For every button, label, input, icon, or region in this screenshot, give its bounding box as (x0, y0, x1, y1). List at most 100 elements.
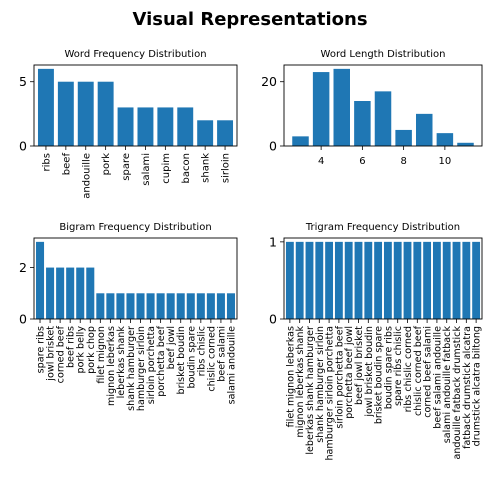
x-tick-label: beef jowl (166, 326, 177, 369)
bar-spare (117, 107, 134, 146)
x-tick-label: jowl brisket boudin (364, 326, 375, 418)
bar-corned-beef (56, 267, 65, 319)
word-frequency-title: Word Frequency Distribution (64, 49, 206, 60)
x-tick-label: salami andouille fatback (442, 326, 453, 444)
y-tick-label: 0 (19, 139, 27, 154)
bar-jowl-brisket-boudin (364, 241, 373, 319)
trigram-frequency-y-ticks: 01 (269, 234, 284, 327)
bar-salami (137, 107, 154, 146)
x-tick-label: jowl brisket (46, 326, 57, 382)
bar-spare-ribs (36, 241, 45, 319)
x-tick-label: beef jowl brisket (354, 326, 365, 405)
bar-beef-ribs (66, 267, 75, 319)
bar-mignon-leberkas (106, 293, 115, 319)
word-length-axes-frame (283, 64, 483, 147)
bigram-frequency-x-ticks: spare ribs jowl brisket corned beef beef ri… (36, 319, 237, 411)
x-tick-label: 10 (439, 156, 452, 167)
bar-boudin-spare (186, 293, 195, 319)
bar-pork-belly (76, 267, 85, 319)
x-tick-label: 6 (359, 156, 365, 167)
x-tick-label: beef salami andouille (432, 326, 443, 429)
word-frequency-x-ticks: ribs beef andouille pork spare salami cupim bac… (41, 146, 232, 199)
bar-pork-chop (86, 267, 95, 319)
bar-bacon (177, 107, 194, 146)
x-tick-label: pork (101, 153, 112, 176)
x-tick-label: 4 (318, 156, 324, 167)
bar-fatback-drumstick-alcatra (462, 241, 471, 319)
bar-6 (354, 101, 371, 146)
x-tick-label: brisket boudin (176, 326, 187, 395)
x-tick-label: beef (61, 153, 72, 176)
bar-ribs (37, 68, 54, 146)
word-frequency-chart: Word Frequency Distribution ribs beef ando… (19, 49, 238, 199)
x-tick-label: spare (121, 153, 132, 181)
bar-filet-mignon-leberkas (285, 241, 294, 319)
x-tick-label: chislic corned beef (413, 325, 424, 416)
trigram-frequency-title: Trigram Frequency Distribution (305, 222, 460, 233)
bar-brisket-boudin (176, 293, 185, 319)
x-tick-label: salami andouille (226, 326, 237, 404)
word-frequency-axes-frame (33, 64, 238, 147)
x-tick-label: leberkas shank (116, 326, 127, 399)
bar-5 (333, 68, 350, 146)
bar-3 (292, 136, 309, 146)
x-tick-label: andouille (81, 153, 92, 199)
bar-porchetta-beef-jowl (344, 241, 353, 319)
x-tick-label: chislic corned (206, 326, 217, 392)
x-tick-label: ribs chislic (196, 326, 207, 376)
bar-sirloin-porchetta (146, 293, 155, 319)
bar-leberkas-shank (116, 293, 125, 319)
bar-shank (197, 120, 214, 146)
bar-hamburger-sirloin-porchetta (325, 241, 334, 319)
bar-andouille-fatback-drumstick (452, 241, 461, 319)
figure-title: Visual Representations (132, 9, 367, 30)
x-tick-label: pork chop (86, 326, 97, 374)
bar-boudin-spare-ribs (383, 241, 392, 319)
bar-shank-hamburger-sirloin (315, 241, 324, 319)
x-tick-label: leberkas shank hamburger (305, 326, 316, 455)
x-tick-label: mignon leberkas (106, 326, 117, 406)
x-tick-label: bacon (181, 153, 192, 183)
word-length-bars (292, 68, 474, 146)
x-tick-label: filet mignon leberkas (285, 326, 296, 427)
bar-beef-jowl-brisket (354, 241, 363, 319)
word-length-chart: Word Length Distribution 4 6 8 10 0 20 (261, 49, 483, 167)
bar-corned-beef-salami (423, 241, 432, 319)
bar-4 (312, 72, 330, 146)
bar-salami-andouille-fatback (442, 241, 451, 319)
x-tick-label: brisket boudin spare (374, 326, 385, 424)
y-tick-label: 0 (19, 312, 27, 327)
bar-spare-ribs-chislic (393, 241, 402, 319)
x-tick-label: beef ribs (66, 326, 77, 368)
trigram-frequency-bars (285, 241, 481, 319)
bar-shank-hamburger (126, 293, 135, 319)
bar-beef-salami-andouille (432, 241, 441, 319)
trigram-frequency-chart: Trigram Frequency Distribution filet mig… (269, 222, 483, 461)
bar-pork (97, 81, 114, 146)
y-tick-label: 5 (19, 74, 27, 89)
bar-beef-salami (216, 293, 225, 319)
bar-beef (57, 81, 74, 146)
bar-8 (395, 129, 412, 146)
bar-drumstick-alcatra-biltong (472, 241, 481, 319)
x-tick-label: spare ribs (36, 326, 47, 373)
x-tick-label: ribs chislic corned (403, 326, 414, 412)
bar-sirloin (217, 120, 234, 146)
x-tick-label: corned beef salami (423, 326, 434, 418)
bar-7 (374, 91, 392, 146)
bigram-frequency-bars (36, 241, 235, 319)
x-tick-label: boudin spare ribs (383, 326, 394, 409)
x-tick-label: sirloin (221, 153, 232, 183)
bigram-frequency-axes-frame (33, 237, 238, 320)
x-tick-label: fatback drumstick alcatra (462, 326, 473, 449)
x-tick-label: sirloin porchetta (146, 326, 157, 404)
x-tick-label: hamburger sirloin (136, 326, 147, 411)
bar-leberkas-shank-hamburger (305, 241, 314, 319)
bar-beef-jowl (166, 293, 175, 319)
x-tick-label: beef salami (216, 326, 227, 382)
word-length-x-ticks: 4 6 8 10 (318, 146, 451, 167)
bar-10 (436, 133, 454, 146)
bar-11 (457, 142, 474, 146)
